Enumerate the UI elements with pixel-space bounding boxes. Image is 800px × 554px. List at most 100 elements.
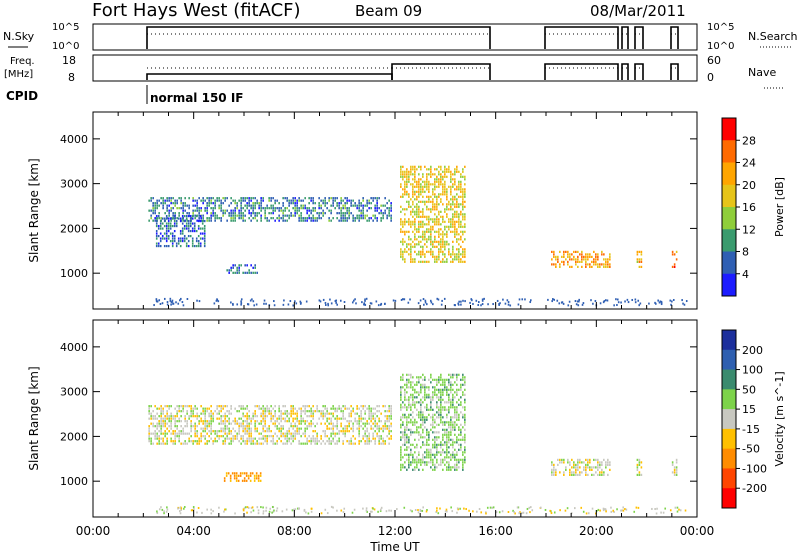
echo-cell (166, 197, 168, 200)
echo-cell (432, 245, 434, 248)
echo-cell (402, 423, 404, 426)
ground-scatter-cell (353, 508, 356, 511)
echo-cell (250, 271, 252, 274)
echo-cell (436, 466, 438, 469)
echo-cell (430, 195, 432, 198)
ground-scatter-cell (236, 303, 239, 306)
echo-cell (292, 440, 294, 443)
echo-cell (430, 210, 432, 213)
echo-cell (330, 427, 332, 430)
echo-cell (214, 219, 216, 222)
echo-cell (212, 417, 214, 420)
echo-cell (422, 235, 424, 238)
echo-cell (462, 205, 464, 208)
echo-region (400, 165, 466, 263)
echo-cell (434, 178, 436, 181)
echo-cell (402, 406, 404, 409)
echo-cell (304, 435, 306, 438)
echo-cell (464, 423, 466, 426)
ground-scatter-cell (262, 506, 264, 509)
echo-cell (210, 427, 212, 430)
echo-cell (460, 423, 462, 426)
echo-cell (424, 463, 426, 466)
ground-scatter-cell (476, 510, 478, 513)
echo-cell (446, 215, 448, 218)
echo-cell (300, 442, 302, 445)
echo-cell (420, 193, 422, 196)
echo-cell (232, 440, 234, 443)
echo-cell (300, 422, 302, 425)
echo-cell (360, 217, 362, 220)
echo-cell (414, 170, 416, 173)
echo-cell (201, 227, 204, 230)
echo-cell (412, 208, 414, 211)
ground-scatter-cell (514, 512, 516, 515)
echo-cell (462, 378, 464, 381)
echo-cell (557, 255, 559, 258)
echo-cell (436, 431, 438, 434)
echo-cell (406, 175, 408, 178)
echo-cell (258, 442, 260, 445)
echo-cell (609, 253, 611, 256)
echo-cell (464, 165, 466, 168)
echo-cell (448, 203, 450, 206)
echo-cell (272, 217, 274, 220)
echo-cell (400, 250, 402, 253)
echo-cell (416, 185, 418, 188)
echo-cell (430, 428, 432, 431)
echo-cell (190, 427, 192, 430)
echo-cell (220, 427, 222, 430)
echo-cell (438, 240, 440, 243)
echo-cell (274, 432, 276, 435)
echo-cell (406, 381, 408, 384)
y-tick-label: 3000 (60, 178, 88, 191)
echo-cell (214, 432, 216, 435)
echo-cell (298, 199, 300, 202)
ground-scatter-cell (664, 507, 667, 510)
echo-cell (235, 477, 238, 480)
echo-cell (262, 407, 264, 410)
echo-cell (460, 438, 462, 441)
echo-cell (418, 376, 420, 379)
echo-cell (169, 224, 172, 228)
echo-cell (232, 209, 234, 212)
echo-cell (300, 412, 302, 415)
echo-cell (575, 263, 577, 266)
ground-scatter-cell (460, 303, 462, 306)
echo-cell (206, 204, 208, 207)
echo-cell (290, 212, 292, 215)
echo-cell (406, 408, 408, 411)
echo-cell (244, 415, 246, 418)
echo-cell (442, 391, 444, 394)
echo-cell (256, 430, 258, 433)
echo-cell (244, 407, 246, 410)
echo-cell (372, 197, 374, 200)
ground-scatter-cell (257, 512, 260, 515)
echo-cell (408, 373, 410, 376)
echo-cell (180, 415, 182, 418)
echo-cell (555, 265, 557, 268)
echo-cell (260, 219, 262, 222)
echo-cell (298, 432, 300, 435)
echo-region (155, 214, 206, 248)
echo-cell (220, 417, 222, 420)
echo-cell (278, 415, 280, 418)
echo-cell (460, 238, 462, 241)
echo-cell (159, 224, 162, 228)
echo-cell (390, 202, 392, 205)
echo-cell (268, 427, 270, 430)
ground-scatter-cell (483, 297, 485, 300)
echo-cell (430, 253, 432, 256)
echo-cell (324, 204, 326, 207)
echo-cell (446, 230, 448, 233)
echo-cell (334, 207, 336, 210)
echo-cell (224, 209, 226, 212)
echo-cell (446, 451, 448, 454)
echo-cell (388, 432, 390, 435)
echo-cell (196, 209, 198, 212)
echo-cell (208, 415, 210, 418)
echo-cell (165, 232, 168, 235)
echo-cell (262, 207, 264, 210)
echo-cell (454, 381, 456, 384)
echo-cell (198, 209, 200, 212)
